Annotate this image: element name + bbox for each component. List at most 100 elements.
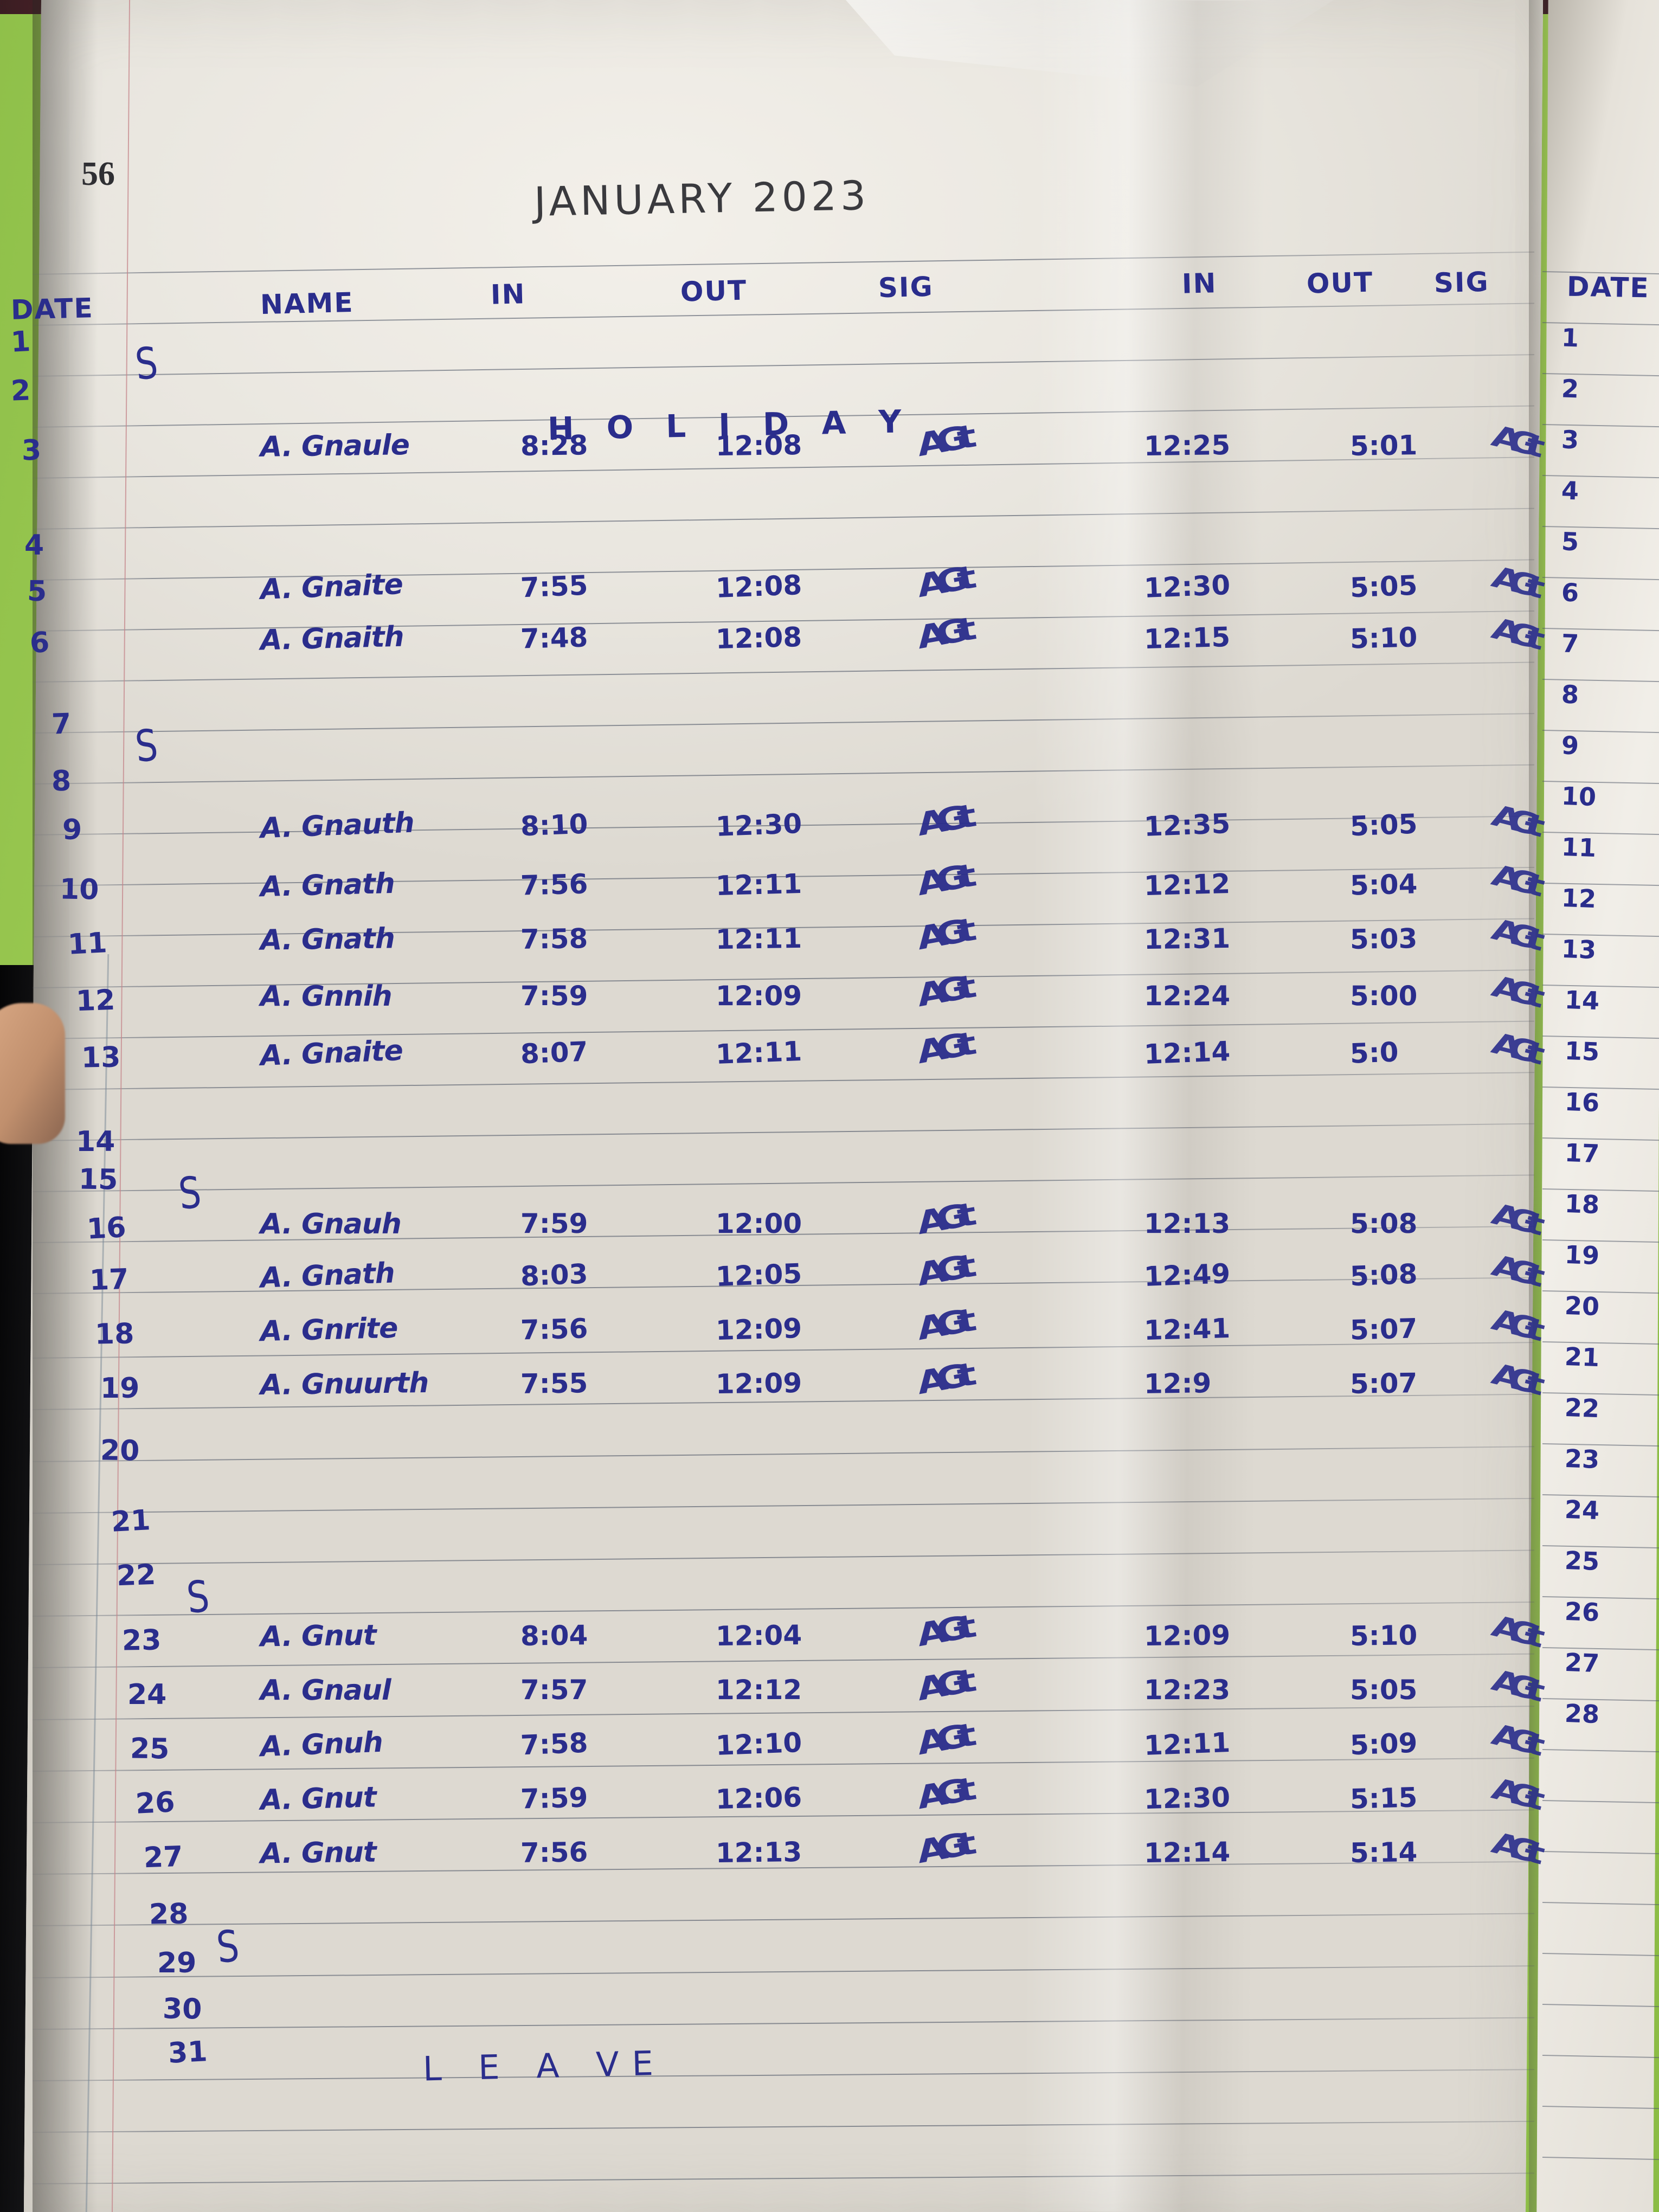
date-cell: 12 — [75, 983, 116, 1018]
right-date-cell: 7 — [1561, 628, 1579, 659]
date-cell: 31 — [167, 2035, 208, 2070]
date-cell: 26 — [134, 1786, 176, 1821]
cell-name: A. Gnath — [260, 867, 395, 904]
cell-name: A. Gnut — [260, 1781, 377, 1817]
cell-in1: 7:58 — [519, 1727, 589, 1761]
cell-in2: 12:30 — [1143, 569, 1231, 605]
right-date-cell: 16 — [1564, 1086, 1600, 1118]
signature-scribble: AGt — [914, 1717, 969, 1763]
cell-name: A. Gnnih — [260, 980, 392, 1013]
date-cell: 28 — [149, 1898, 189, 1931]
right-date-cell: 14 — [1564, 985, 1600, 1016]
cell-out2: 5:05 — [1349, 808, 1418, 843]
page-title: JANUARY 2023 — [533, 172, 870, 226]
cell-in1: 7:56 — [520, 1313, 589, 1346]
cell-out2: 5:08 — [1349, 1258, 1418, 1293]
rule-line-right — [1542, 1443, 1659, 1447]
cell-name: A. Gnath — [260, 922, 395, 957]
rule-line — [33, 1653, 1534, 1669]
cell-in1: 7:59 — [520, 980, 588, 1012]
cell-in1: 7:56 — [520, 868, 589, 902]
date-cell: 14 — [76, 1126, 115, 1158]
rule-line-right — [1542, 628, 1659, 632]
signature-scribble: AGt — [914, 1356, 969, 1402]
cell-name: A. Gnauth — [259, 806, 415, 845]
cell-in1: 8:07 — [519, 1036, 589, 1070]
cell-out1: 12:09 — [715, 980, 802, 1012]
date-cell: 7 — [50, 708, 72, 741]
rule-line — [33, 661, 1534, 683]
cell-out2: 5:03 — [1349, 923, 1418, 955]
cell-out1: 12:11 — [715, 922, 802, 956]
rule-line-right — [1542, 2157, 1659, 2160]
right-date-cell: 13 — [1561, 934, 1597, 965]
date-cell: 19 — [100, 1372, 140, 1405]
rule-line — [33, 1965, 1534, 1978]
cell-out1: 12:13 — [715, 1836, 802, 1869]
cell-out1: 12:06 — [715, 1781, 802, 1816]
column-header-sig-7: SIG — [1433, 266, 1490, 299]
right-date-cell: 22 — [1564, 1392, 1600, 1424]
rule-line — [33, 2172, 1534, 2185]
right-date-cell: 10 — [1561, 781, 1597, 812]
rule-line — [33, 1757, 1534, 1772]
rule-line-right — [1542, 1392, 1659, 1396]
thumb-holding-page — [0, 1003, 65, 1144]
right-date-cell: 23 — [1564, 1443, 1600, 1475]
date-cell: 25 — [130, 1732, 170, 1766]
rule-line-right — [1542, 1239, 1659, 1243]
column-header-name-1: NAME — [260, 286, 355, 321]
right-date-cell: 1 — [1561, 323, 1579, 353]
cell-in2: 12:12 — [1143, 867, 1231, 902]
signature-scribble: AGt — [914, 1825, 969, 1871]
rule-line-right — [1542, 322, 1659, 326]
date-cell: 20 — [100, 1434, 140, 1468]
cell-out2: 5:05 — [1349, 1674, 1418, 1706]
cell-out1: 12:12 — [715, 1674, 802, 1706]
date-cell: 5 — [27, 575, 47, 608]
rule-line-right — [1542, 934, 1659, 937]
cell-out2: 5:0 — [1349, 1036, 1399, 1070]
rule-line-right — [1542, 1851, 1659, 1855]
cell-in1: 7:55 — [520, 1367, 588, 1400]
rule-line-right — [1542, 373, 1659, 377]
cell-name: A. Gnrite — [260, 1311, 398, 1348]
rule-line — [33, 2069, 1534, 2081]
rule-line-right — [1542, 1188, 1659, 1192]
cell-in2: 12:9 — [1143, 1367, 1212, 1400]
cell-in2: 12:30 — [1143, 1781, 1231, 1816]
right-date-cell: 11 — [1561, 832, 1597, 863]
cell-in2: 12:23 — [1143, 1674, 1231, 1706]
cell-out2: 5:00 — [1349, 980, 1418, 1012]
signature-scribble: AGt — [914, 560, 969, 605]
cell-out1: 12:00 — [715, 1207, 802, 1240]
rule-line-right — [1542, 1086, 1659, 1090]
rule-line-right — [1542, 1036, 1659, 1039]
rule-line-right — [1542, 1953, 1659, 1957]
signature-scribble: AGt — [914, 611, 969, 657]
cell-in2: 12:15 — [1143, 621, 1231, 655]
rule-line — [33, 1549, 1534, 1565]
rule-line — [33, 1445, 1534, 1462]
rule-line-right — [1542, 1749, 1659, 1753]
signature-scribble: AGt — [914, 1771, 969, 1817]
right-date-cell: 18 — [1564, 1188, 1600, 1220]
leave-note: L E A VE — [422, 2043, 667, 2089]
cell-out1: 12:08 — [715, 429, 802, 462]
cell-out2: 5:04 — [1349, 868, 1418, 902]
cell-name: A. Gnaule — [260, 429, 410, 464]
date-cell: 24 — [127, 1679, 167, 1711]
cell-in1: 7:58 — [520, 923, 588, 955]
cell-in1: 7:48 — [520, 621, 589, 655]
sunday-marker: S — [176, 1167, 204, 1220]
rule-line — [33, 2120, 1534, 2133]
rule-line-right — [1542, 679, 1659, 683]
right-date-cell: 20 — [1564, 1290, 1600, 1322]
cell-in1: 7:55 — [519, 569, 589, 604]
right-date-cell: 3 — [1561, 425, 1579, 455]
right-date-cell: 28 — [1564, 1698, 1600, 1729]
right-date-cell: 2 — [1561, 374, 1579, 404]
cell-name: A. Gnut — [260, 1619, 377, 1654]
cell-out1: 12:05 — [715, 1257, 803, 1293]
cell-in2: 12:11 — [1143, 1726, 1231, 1762]
